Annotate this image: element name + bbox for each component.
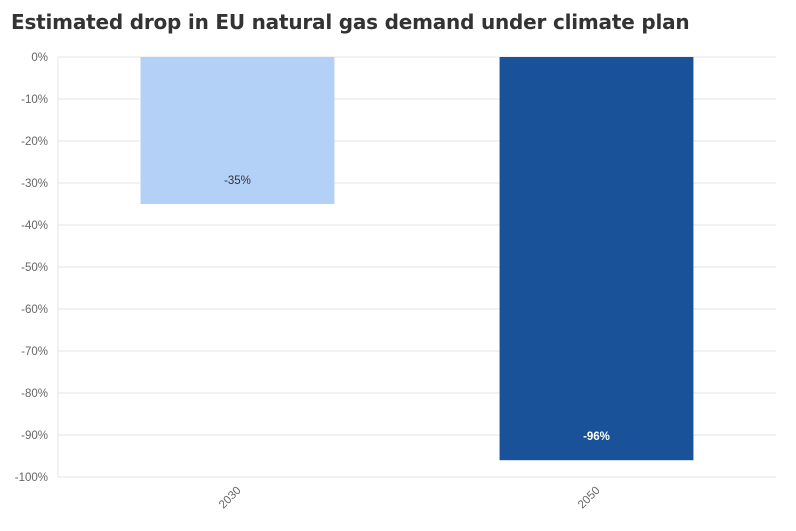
y-tick-label: -20% [21,136,48,148]
y-axis-ticks: 0% -10% -20% -30% -40% -50% -60% -70% -80% -90% -1… [15,52,48,484]
y-tick-label: -10% [21,94,48,106]
x-tick-label: 2050 [576,485,603,512]
bar-2050 [499,57,694,461]
chart-title: Estimated drop in EU natural gas demand … [11,10,690,34]
x-axis-ticks: 2030 2050 [217,485,603,512]
y-tick-label: -70% [21,346,48,358]
y-tick-label: 0% [31,52,48,64]
data-label: -96% [583,431,610,443]
data-labels: -35% -96% [224,175,610,443]
y-tick-label: -50% [21,262,48,274]
y-tick-label: -90% [21,430,48,442]
y-tick-label: -30% [21,178,48,190]
y-tick-label: -80% [21,388,48,400]
y-tick-label: -60% [21,304,48,316]
bar-2030 [140,57,335,204]
y-tick-label: -40% [21,220,48,232]
x-tick-label: 2030 [217,485,244,512]
data-label: -35% [224,175,251,187]
bars [140,57,694,461]
y-tick-label: -100% [15,472,48,484]
